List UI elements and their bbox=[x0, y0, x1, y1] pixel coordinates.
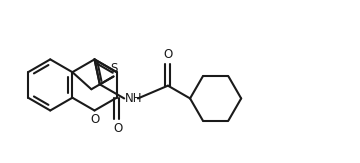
Text: O: O bbox=[91, 113, 100, 126]
Text: O: O bbox=[163, 48, 172, 61]
Text: O: O bbox=[113, 122, 122, 135]
Text: NH: NH bbox=[125, 92, 143, 105]
Text: S: S bbox=[110, 61, 117, 74]
